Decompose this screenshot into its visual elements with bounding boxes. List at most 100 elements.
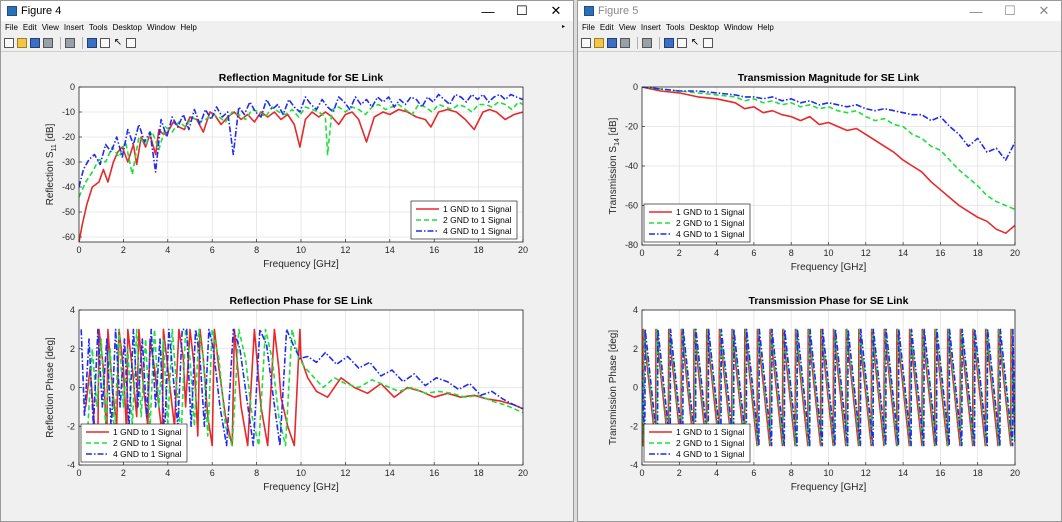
menu-insert[interactable]: Insert — [640, 23, 661, 32]
x-tick-label: 10 — [296, 245, 306, 255]
insert-colorbar-icon[interactable] — [87, 37, 97, 48]
print-icon[interactable] — [620, 37, 630, 48]
menu-file[interactable]: File — [582, 23, 595, 32]
save-icon[interactable] — [607, 37, 617, 48]
insert-legend-icon[interactable] — [100, 37, 110, 48]
figure-4-window: Figure 4 — ☐ ✕ File Edit View Insert Too… — [0, 0, 574, 522]
maximize-button[interactable]: ☐ — [516, 3, 528, 18]
menu-desktop[interactable]: Desktop — [689, 23, 719, 32]
axes-box — [78, 309, 524, 466]
x-tick-label: 2 — [121, 245, 126, 255]
toolbar: ↖ — [578, 34, 1061, 52]
legend-label: 4 GND to 1 Signal — [443, 226, 512, 236]
menu-desktop[interactable]: Desktop — [112, 23, 142, 32]
edit-plot-cursor-icon[interactable]: ↖ — [690, 36, 700, 48]
menu-view[interactable]: View — [618, 23, 636, 32]
x-tick-label: 16 — [935, 468, 945, 478]
menu-window[interactable]: Window — [723, 23, 753, 32]
minimize-button[interactable]: — — [969, 3, 983, 19]
x-tick-label: 12 — [340, 468, 350, 478]
chart-2: 0 2 4 6 8 10 12 14 16 18 20 0 -20 -40 -60 -80 Transmissi… — [608, 72, 1020, 273]
toolbar-separator — [82, 36, 83, 49]
toolbar-separator — [60, 36, 61, 49]
figure-4-plots: 0 2 4 6 8 10 12 14 16 18 200-10-20-30-40-50-60Refl… — [45, 72, 528, 493]
toolbar-separator — [637, 36, 638, 49]
close-button[interactable]: ✕ — [1038, 3, 1050, 18]
x-tick-label: 6 — [751, 248, 756, 258]
insert-colorbar-icon[interactable] — [664, 37, 674, 48]
figure-5-window: Figure 5 — ☐ ✕ File Edit View Insert Too… — [577, 0, 1062, 522]
menu-help[interactable]: Help — [180, 23, 197, 32]
new-figure-icon[interactable] — [581, 37, 591, 48]
menu-help[interactable]: Help — [757, 23, 774, 32]
y-tick-label: 0 — [633, 82, 638, 92]
menu-edit[interactable]: Edit — [22, 23, 37, 32]
menu-edit[interactable]: Edit — [599, 23, 614, 32]
menu-file[interactable]: File — [5, 23, 18, 32]
x-tick-label: 12 — [861, 248, 871, 258]
y-tick-label: 4 — [633, 305, 638, 315]
menu-insert[interactable]: Insert — [63, 23, 84, 32]
menu-tools[interactable]: Tools — [88, 23, 108, 32]
menu-view[interactable]: View — [41, 23, 59, 32]
x-tick-label: 10 — [296, 468, 306, 478]
minimize-button[interactable]: — — [481, 3, 495, 19]
y-label-unit: [dB] — [45, 123, 56, 144]
y-label-unit: [dB] — [608, 117, 619, 138]
x-axis-label: Frequency [GHz] — [263, 482, 339, 493]
title-bar: Figure 4 — ☐ ✕ — [1, 1, 573, 21]
edit-plot-cursor-icon[interactable]: ↖ — [113, 36, 123, 48]
insert-legend-icon[interactable] — [677, 37, 687, 48]
property-inspector-icon[interactable] — [703, 37, 713, 48]
x-tick-label: 2 — [677, 248, 682, 258]
chart-title: Reflection Phase for SE Link — [230, 295, 373, 307]
chart-0: 0 2 4 6 8 10 12 14 16 18 20 0 -10 -20 -30 -40 -50 -60 Refl… — [45, 72, 528, 270]
x-tick-label: 0 — [76, 245, 81, 255]
series-line — [642, 87, 1015, 161]
y-tick-label: 4 — [70, 305, 75, 315]
series-line — [84, 328, 523, 447]
toolbar-separator — [659, 36, 660, 49]
y-tick-label: -2 — [630, 421, 638, 431]
x-tick-label: 4 — [714, 248, 719, 258]
link-plot-icon[interactable] — [65, 37, 75, 48]
legend-label: 4 GND to 1 Signal — [113, 449, 182, 459]
print-icon[interactable] — [43, 37, 53, 48]
x-tick-label: 10 — [823, 248, 833, 258]
property-inspector-icon[interactable] — [126, 37, 136, 48]
axes-box — [78, 86, 524, 243]
menu-overflow-icon[interactable]: ▸ — [561, 24, 565, 30]
y-tick-label: -20 — [62, 132, 75, 142]
y-axis-label: Reflection Phase [deg] — [45, 337, 56, 438]
axes-box — [641, 86, 1016, 246]
x-tick-label: 18 — [474, 245, 484, 255]
menu-tools[interactable]: Tools — [665, 23, 685, 32]
y-tick-label: -4 — [630, 460, 638, 470]
y-tick-label: -2 — [67, 421, 75, 431]
y-label-subscript: 11 — [51, 144, 58, 151]
save-icon[interactable] — [30, 37, 40, 48]
x-tick-label: 12 — [861, 468, 871, 478]
open-file-icon[interactable] — [594, 37, 604, 48]
link-plot-icon[interactable] — [642, 37, 652, 48]
series-line — [642, 328, 1015, 447]
menu-window[interactable]: Window — [146, 23, 176, 32]
close-button[interactable]: ✕ — [550, 3, 562, 18]
figure-canvas: 0 2 4 6 8 10 12 14 16 18 20 0 -10 -20 -30 -40 -50 -60 Refl… — [3, 52, 571, 519]
x-tick-label: 20 — [1010, 248, 1020, 258]
matlab-figure-icon — [7, 6, 17, 16]
y-label-main: Reflection S — [45, 151, 56, 205]
legend-label: 2 GND to 1 Signal — [113, 438, 182, 448]
new-figure-icon[interactable] — [4, 37, 14, 48]
maximize-button[interactable]: ☐ — [1004, 3, 1016, 18]
y-tick-label: -80 — [625, 240, 638, 250]
x-tick-label: 4 — [165, 245, 170, 255]
y-axis-label: Transmission S14 [dB] — [608, 117, 621, 214]
open-file-icon[interactable] — [17, 37, 27, 48]
toolbar: ↖ — [1, 34, 573, 52]
x-tick-label: 10 — [823, 468, 833, 478]
